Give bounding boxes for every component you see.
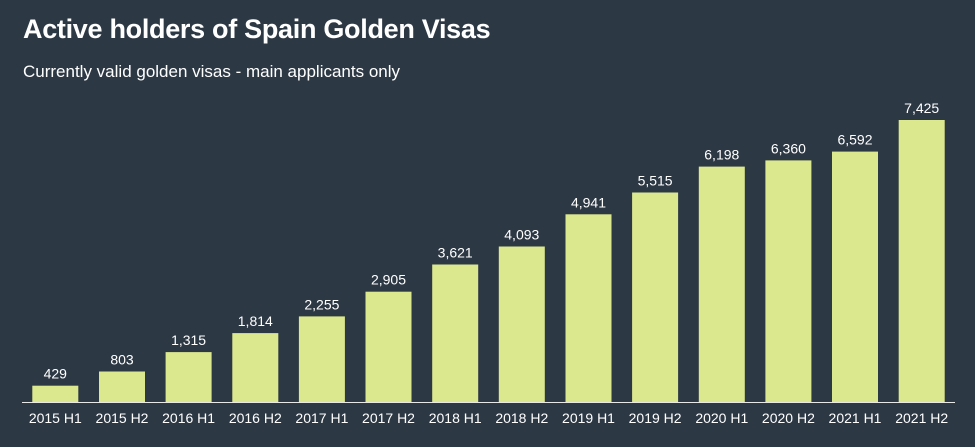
data-label: 4,941 bbox=[571, 194, 606, 210]
data-label: 803 bbox=[110, 352, 134, 368]
bar-2021-h2 bbox=[898, 120, 945, 402]
data-label: 2,255 bbox=[304, 296, 339, 312]
data-label: 6,360 bbox=[771, 140, 806, 156]
x-tick-label: 2015 H2 bbox=[96, 410, 149, 426]
bar-2016-h2 bbox=[232, 333, 279, 402]
x-tick-label: 2016 H2 bbox=[229, 410, 282, 426]
x-tick-label: 2015 H1 bbox=[29, 410, 82, 426]
x-tick-label: 2021 H1 bbox=[829, 410, 882, 426]
data-label: 1,315 bbox=[171, 332, 206, 348]
data-label: 7,425 bbox=[904, 100, 939, 116]
data-label: 4,093 bbox=[504, 227, 539, 243]
bar-2020-h2 bbox=[765, 160, 812, 402]
bar-2015-h2 bbox=[99, 371, 145, 402]
x-tick-label: 2016 H1 bbox=[162, 410, 215, 426]
x-tick-label: 2017 H2 bbox=[362, 410, 415, 426]
bar-2018-h2 bbox=[498, 246, 545, 402]
data-label: 2,905 bbox=[371, 272, 406, 288]
data-label: 5,515 bbox=[638, 173, 673, 189]
chart-title: Active holders of Spain Golden Visas bbox=[23, 14, 491, 44]
bar-2021-h1 bbox=[832, 151, 878, 402]
bar-2020-h1 bbox=[698, 166, 745, 402]
bar-2017-h1 bbox=[298, 316, 345, 402]
data-label: 429 bbox=[44, 366, 68, 382]
x-tick-label: 2018 H1 bbox=[429, 410, 482, 426]
x-tick-label: 2020 H1 bbox=[695, 410, 748, 426]
bar-2015-h1 bbox=[32, 385, 79, 402]
bar-2019-h2 bbox=[632, 192, 679, 402]
x-tick-label: 2018 H2 bbox=[495, 410, 548, 426]
x-tick-label: 2020 H2 bbox=[762, 410, 815, 426]
bar-2017-h2 bbox=[365, 291, 412, 402]
data-label: 1,814 bbox=[238, 313, 273, 329]
data-label: 6,592 bbox=[837, 132, 872, 148]
chart-subtitle: Currently valid golden visas - main appl… bbox=[23, 62, 401, 81]
x-tick-label: 2019 H1 bbox=[562, 410, 615, 426]
bar-2018-h1 bbox=[432, 264, 479, 402]
x-tick-label: 2017 H1 bbox=[295, 410, 348, 426]
data-label: 3,621 bbox=[438, 245, 473, 261]
data-label: 6,198 bbox=[704, 147, 739, 163]
bar-2019-h1 bbox=[565, 214, 612, 402]
x-tick-label: 2021 H2 bbox=[895, 410, 948, 426]
x-tick-label: 2019 H2 bbox=[629, 410, 682, 426]
bar-2016-h1 bbox=[165, 352, 212, 402]
